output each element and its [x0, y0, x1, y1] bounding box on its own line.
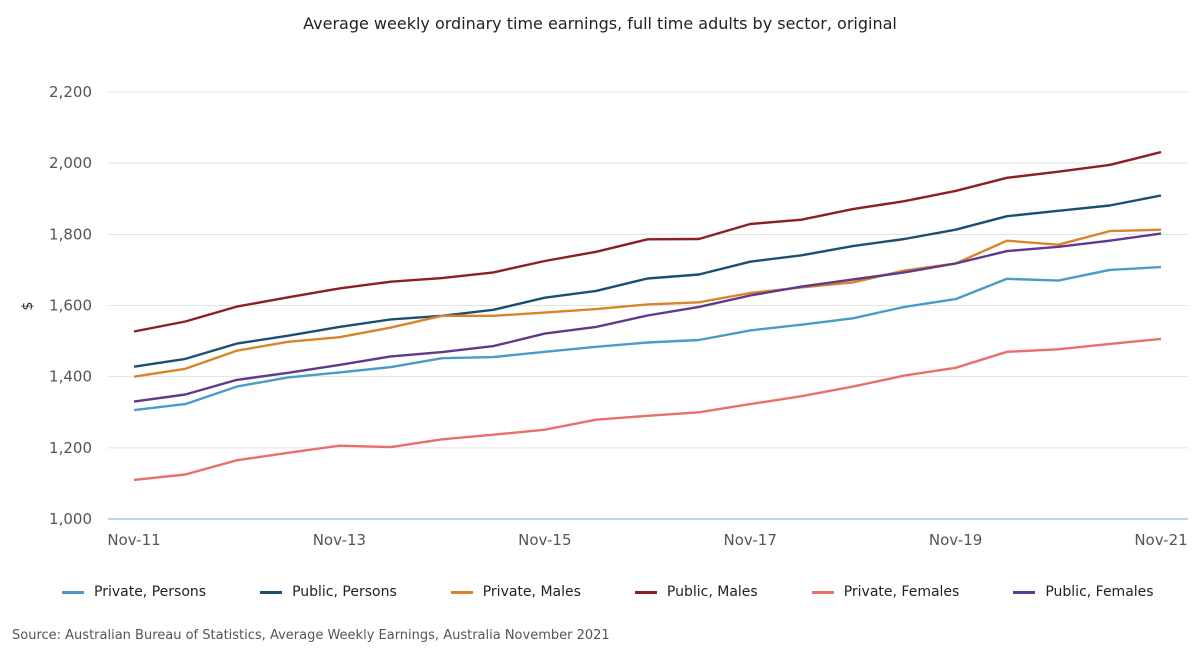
legend-swatch — [1013, 590, 1036, 594]
legend-swatch — [62, 590, 84, 594]
legend-item: Public, Females — [1013, 584, 1154, 600]
legend-item: Public, Males — [634, 584, 758, 600]
series-line-public-males — [133, 150, 1162, 333]
x-tick-label: Nov-13 — [313, 531, 366, 549]
x-tick-label: Nov-15 — [518, 531, 571, 549]
legend-label: Private, Persons — [94, 584, 207, 600]
legend-swatch — [450, 590, 473, 594]
series-line-private-females — [133, 337, 1162, 482]
legend-swatch — [811, 590, 834, 594]
series-line-public-females — [133, 232, 1162, 403]
legend-label: Private, Females — [843, 584, 960, 600]
y-tick-label: 1,000 — [49, 510, 92, 528]
source-note: Source: Australian Bureau of Statistics,… — [12, 628, 610, 643]
legend-item: Public, Persons — [260, 584, 397, 600]
y-axis-label: $ — [20, 302, 36, 311]
legend-item: Private, Females — [811, 584, 960, 600]
y-tick-label: 1,400 — [49, 368, 92, 386]
legend-swatch — [260, 590, 283, 594]
legend-swatch — [634, 590, 657, 594]
x-tick-label: Nov-17 — [724, 531, 777, 549]
series-line-private-persons — [133, 265, 1162, 412]
y-tick-label: 2,000 — [49, 154, 92, 172]
gridlines — [108, 91, 1188, 449]
legend-label: Public, Males — [666, 584, 758, 600]
y-tick-label: 1,200 — [49, 439, 92, 457]
y-tick-label: 1,800 — [49, 225, 92, 243]
legend-label: Public, Females — [1045, 584, 1154, 600]
legend-item: Private, Males — [450, 584, 581, 600]
chart-legend: Private, Persons Public, Persons Private, … — [62, 584, 1200, 600]
x-tick-label: Nov-19 — [929, 531, 982, 549]
y-tick-label: 2,200 — [49, 83, 92, 101]
series-line-private-males — [133, 228, 1162, 378]
axes: 1,000 1,200 1,400 1,600 1,800 2,000 2,200 Nov-1… — [49, 83, 1188, 549]
series-lines — [133, 150, 1162, 482]
legend-item: Private, Persons — [62, 584, 206, 600]
legend-label: Public, Persons — [292, 584, 397, 600]
x-tick-label: Nov-11 — [107, 531, 160, 549]
y-tick-label: 1,600 — [49, 297, 92, 315]
chart-title: Average weekly ordinary time earnings, f… — [303, 14, 897, 33]
legend-label: Private, Males — [482, 584, 581, 600]
series-line-public-persons — [133, 194, 1162, 368]
x-tick-label: Nov-21 — [1134, 531, 1187, 549]
